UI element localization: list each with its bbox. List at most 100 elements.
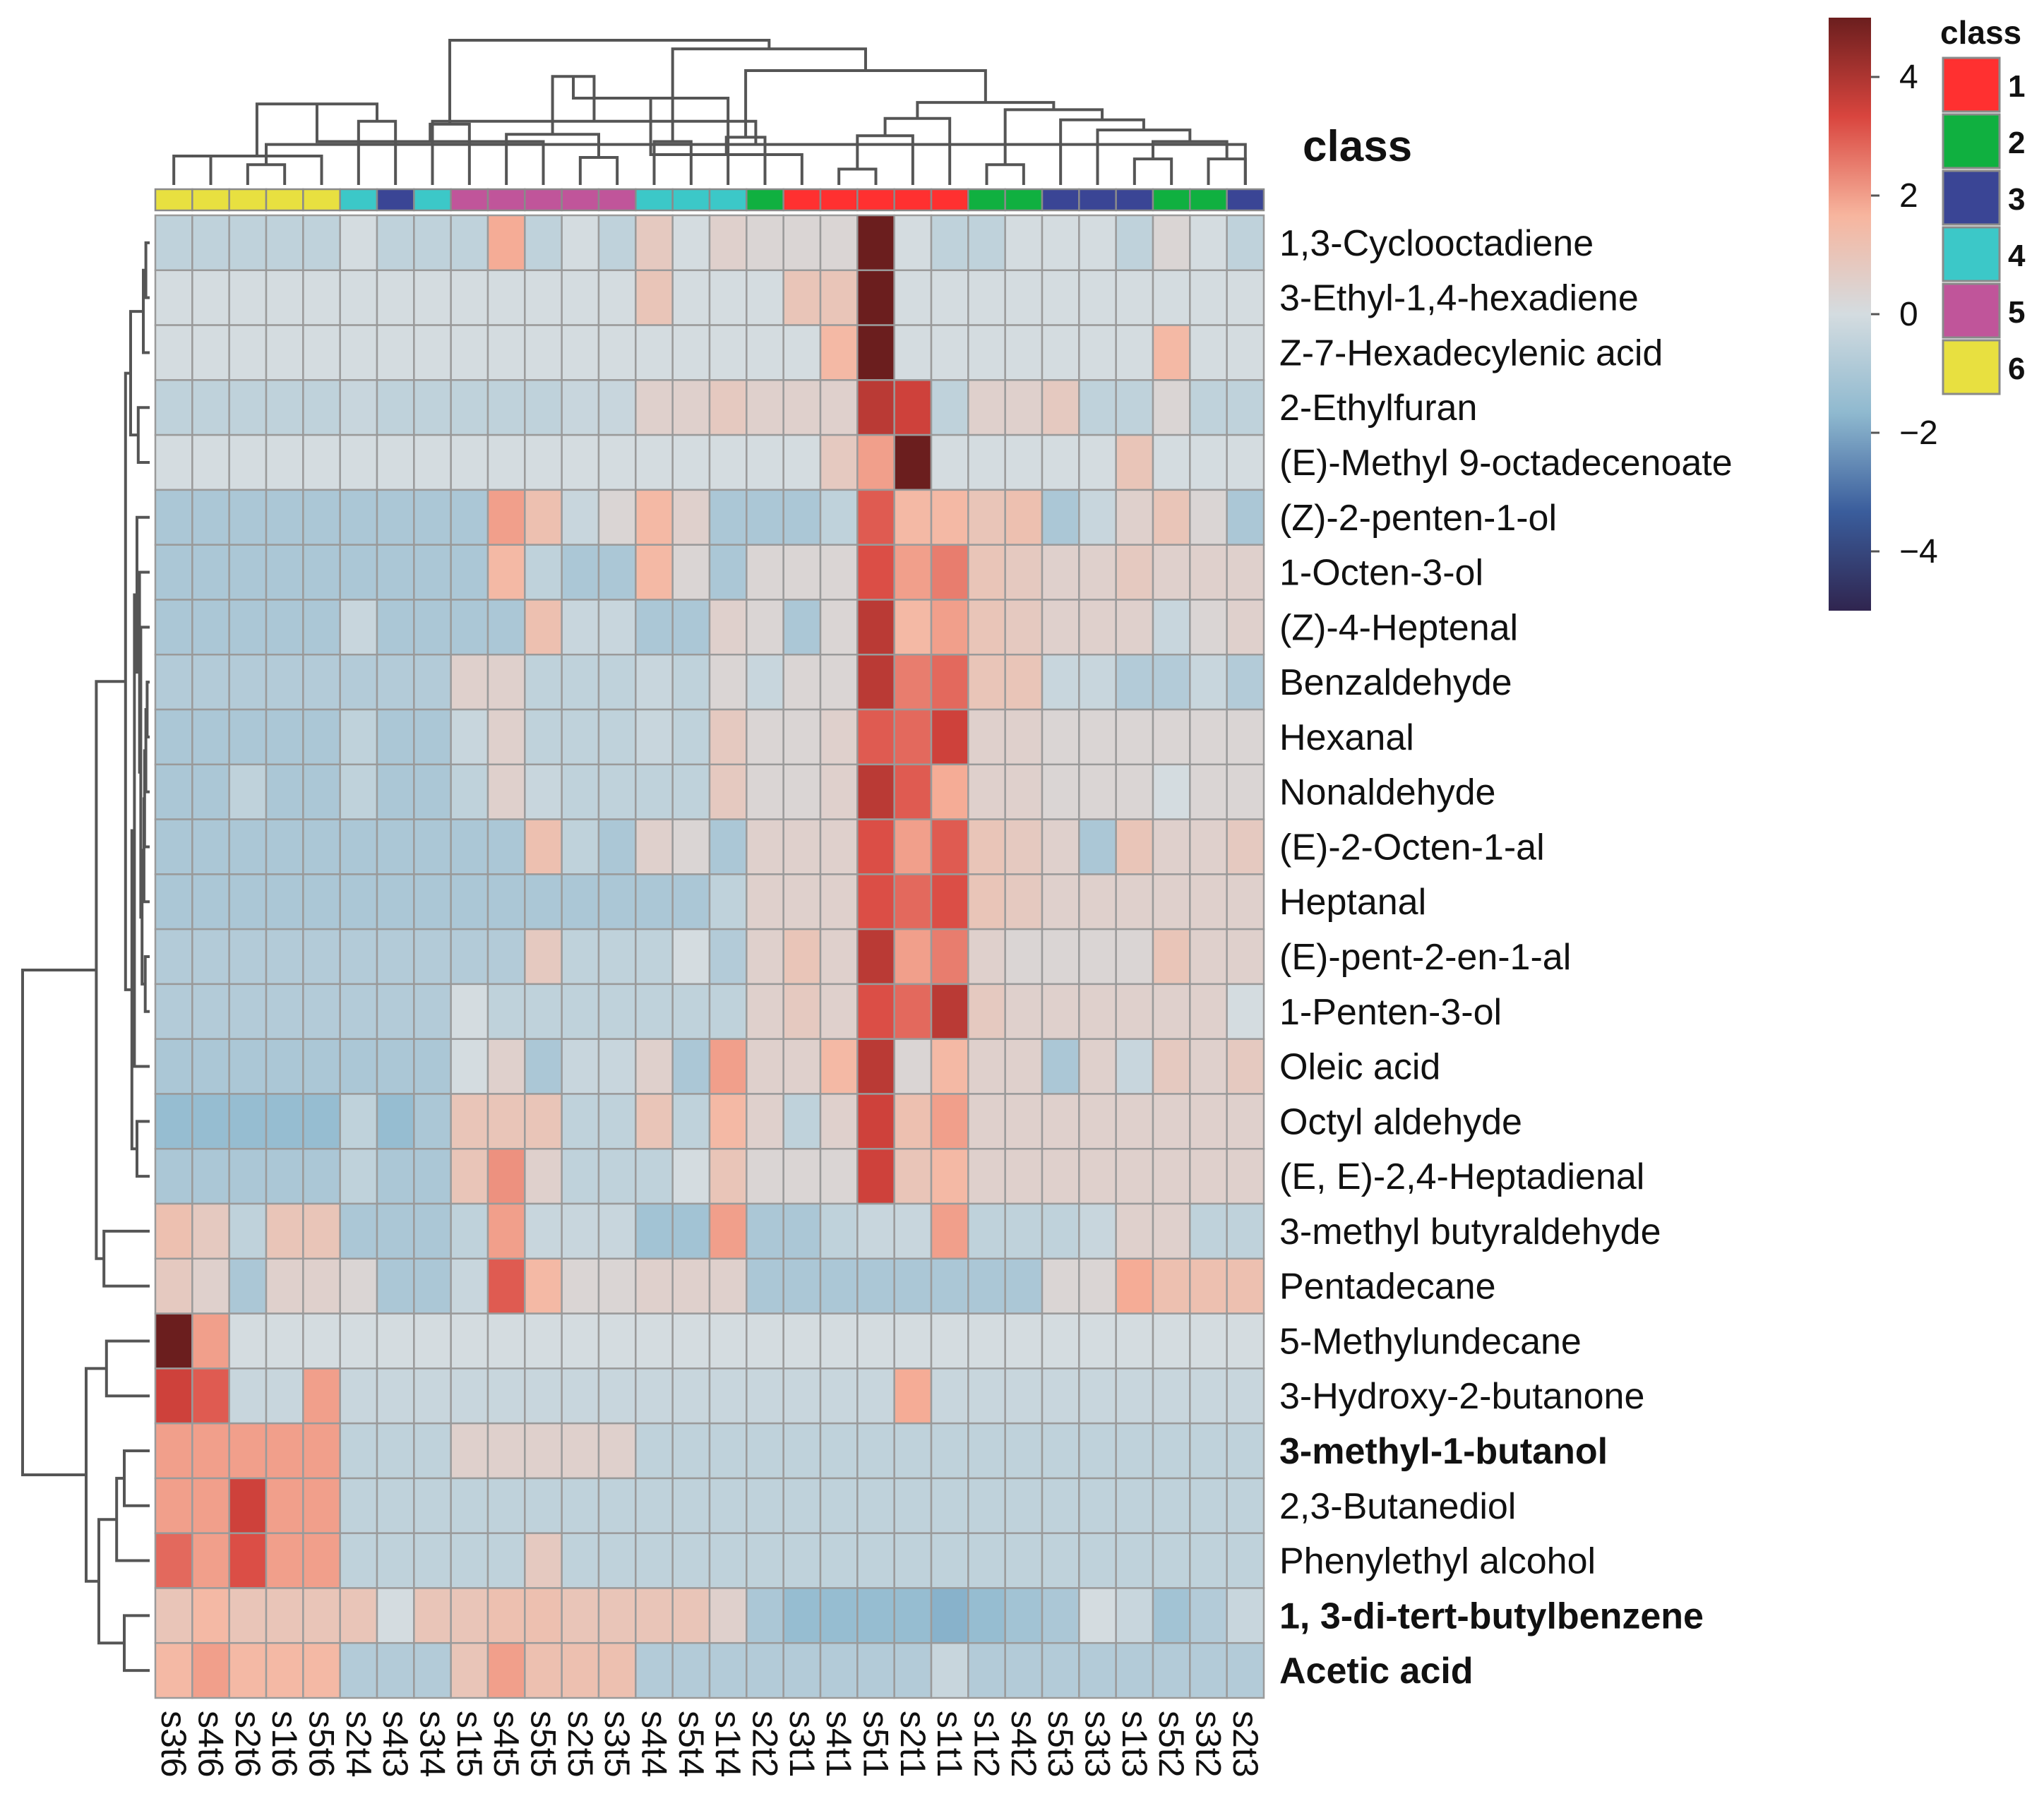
heatmap-cell — [339, 1257, 378, 1315]
heatmap-cell — [708, 1368, 748, 1425]
heatmap-cell — [1226, 269, 1265, 326]
heatmap-cell — [1226, 1312, 1265, 1370]
heatmap-cell — [1115, 708, 1154, 766]
heatmap-cell — [597, 1147, 637, 1205]
heatmap-cell — [524, 269, 563, 326]
heatmap-cell — [635, 544, 674, 601]
heatmap-cell — [561, 818, 600, 875]
heatmap-cell — [967, 1312, 1006, 1370]
heatmap-cell — [413, 708, 452, 766]
heatmap-cell — [1152, 379, 1191, 436]
heatmap-cell — [1004, 1587, 1044, 1644]
heatmap-cell — [671, 544, 711, 601]
heatmap-cell — [967, 983, 1006, 1040]
heatmap-cell — [486, 873, 526, 931]
heatmap-cell — [597, 1038, 637, 1095]
class-annotation-cell — [228, 188, 268, 212]
heatmap-cell — [228, 708, 268, 766]
heatmap-cell — [893, 1477, 933, 1534]
heatmap-cell — [1226, 763, 1265, 820]
heatmap-cell — [191, 1422, 230, 1480]
heatmap-cell — [376, 1368, 415, 1425]
column-label: s2t3 — [1226, 1711, 1265, 1778]
class-legend-swatch — [1942, 282, 2001, 339]
heatmap-cell — [1004, 1422, 1044, 1480]
heatmap-cell — [856, 599, 895, 656]
heatmap-cell — [302, 214, 341, 272]
heatmap-cell — [154, 1587, 193, 1644]
row-label: 2,3-Butanediol — [1279, 1486, 1516, 1527]
heatmap-cell — [228, 599, 268, 656]
heatmap-cell — [450, 544, 489, 601]
heatmap-cell — [486, 1312, 526, 1370]
heatmap-cell — [376, 1587, 415, 1644]
class-annotation-cell — [486, 188, 526, 212]
heatmap-cell — [1004, 1038, 1044, 1095]
heatmap-cells — [154, 214, 1265, 1699]
heatmap-cell — [671, 433, 711, 491]
heatmap-cell — [819, 1477, 859, 1534]
heatmap-cell — [746, 763, 784, 820]
heatmap-cell — [967, 379, 1006, 436]
heatmap-cell — [302, 818, 341, 875]
heatmap-cell — [671, 379, 711, 436]
heatmap-cell — [450, 433, 489, 491]
heatmap-cell — [782, 1202, 822, 1260]
heatmap-cell — [561, 653, 600, 711]
heatmap-cell — [597, 1587, 637, 1644]
heatmap-cell — [154, 818, 193, 875]
heatmap-cell — [856, 653, 895, 711]
heatmap-cell — [524, 1477, 563, 1534]
class-annotation-cell — [154, 188, 193, 212]
heatmap-cell — [635, 1312, 674, 1370]
heatmap-cell — [413, 873, 452, 931]
heatmap-cell — [1078, 928, 1117, 986]
heatmap-cell — [1152, 1477, 1191, 1534]
heatmap-cell — [413, 1038, 452, 1095]
heatmap-cell — [1226, 708, 1265, 766]
heatmap-cell — [154, 1532, 193, 1589]
heatmap-cell — [746, 433, 784, 491]
heatmap-cell — [671, 599, 711, 656]
heatmap-cell — [413, 324, 452, 381]
heatmap-cell — [154, 269, 193, 326]
heatmap-cell — [413, 1641, 452, 1699]
heatmap-cell — [597, 653, 637, 711]
heatmap-cell — [376, 379, 415, 436]
column-label: s3t1 — [782, 1711, 822, 1778]
heatmap-cell — [1041, 1257, 1080, 1315]
heatmap-cell — [967, 599, 1006, 656]
heatmap-cell — [746, 324, 784, 381]
heatmap-cell — [782, 324, 822, 381]
heatmap-cell — [561, 433, 600, 491]
heatmap-cell — [339, 1422, 378, 1480]
heatmap-cell — [561, 379, 600, 436]
heatmap-cell — [376, 1477, 415, 1534]
class-legend-label: 6 — [2008, 352, 2025, 386]
heatmap-cell — [1115, 269, 1154, 326]
heatmap-cell — [1115, 1422, 1154, 1480]
heatmap-cell — [635, 653, 674, 711]
heatmap-cell — [228, 1477, 268, 1534]
heatmap-cell — [376, 269, 415, 326]
heatmap-cell — [376, 983, 415, 1040]
row-label: 3-methyl butyraldehyde — [1279, 1211, 1661, 1252]
heatmap-cell — [524, 1257, 563, 1315]
class-legend-label: 3 — [2008, 182, 2025, 217]
heatmap-cell — [339, 599, 378, 656]
heatmap-cell — [746, 1422, 784, 1480]
class-annotation-cell — [893, 188, 933, 212]
heatmap-cell — [413, 983, 452, 1040]
heatmap-cell — [856, 1147, 895, 1205]
heatmap-cell — [302, 1368, 341, 1425]
column-label: s1t6 — [265, 1711, 304, 1778]
heatmap-cell — [967, 1641, 1006, 1699]
heatmap-cell — [561, 214, 600, 272]
heatmap-cell — [302, 1202, 341, 1260]
heatmap-cell — [708, 379, 748, 436]
heatmap-cell — [1152, 1147, 1191, 1205]
heatmap-cell — [782, 1038, 822, 1095]
class-annotation-cell — [1152, 188, 1191, 212]
heatmap-cell — [597, 983, 637, 1040]
column-label: s2t2 — [746, 1711, 785, 1778]
